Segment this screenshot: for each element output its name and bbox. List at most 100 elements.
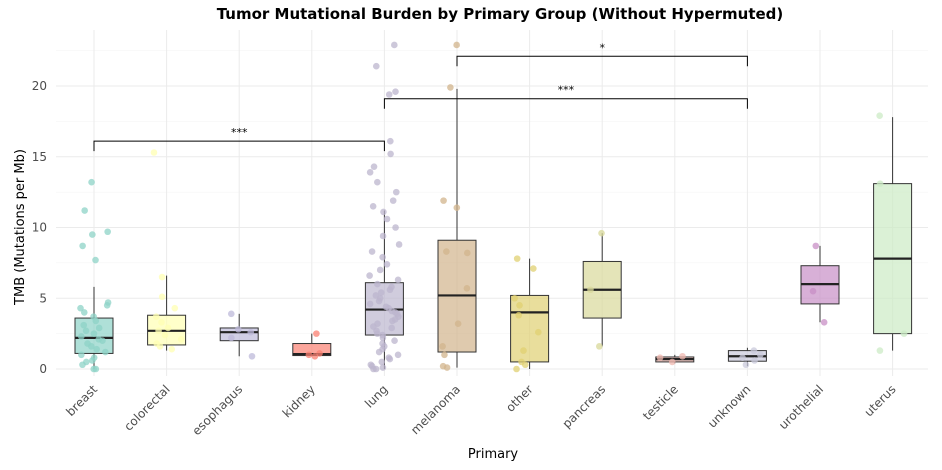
x-axis-ticks: breast colorectal esophagus kidney lung melan… — [63, 382, 898, 438]
point-breast — [92, 365, 100, 373]
point-breast — [104, 299, 112, 306]
point-breast — [80, 309, 88, 316]
grid-lines — [56, 30, 928, 376]
point-colorectal — [153, 340, 161, 347]
point-melanoma — [443, 248, 450, 255]
point-uterus — [876, 180, 884, 187]
y-tick-label: 0 — [39, 362, 47, 376]
point-unknown — [751, 357, 758, 364]
x-tick-label-breast: breast — [63, 382, 100, 419]
point-lung — [378, 358, 386, 366]
point-lung — [366, 169, 374, 176]
point-other — [513, 255, 521, 262]
points-layer — [77, 41, 908, 373]
point-esophagus — [235, 326, 242, 333]
boxes-layer — [74, 88, 913, 369]
point-pancreas — [587, 286, 594, 294]
point-unknown — [750, 347, 758, 354]
point-kidney — [305, 351, 313, 359]
point-urothelial — [820, 319, 828, 326]
point-other — [515, 311, 522, 319]
point-melanoma — [439, 362, 447, 370]
point-lung — [374, 280, 381, 288]
point-lung — [379, 232, 387, 240]
point-breast — [83, 358, 90, 366]
point-lung — [392, 88, 399, 95]
point-lung — [368, 248, 376, 255]
point-melanoma — [453, 41, 460, 49]
point-esophagus — [228, 334, 235, 342]
y-tick-label: 15 — [32, 150, 47, 164]
point-breast — [77, 304, 84, 312]
point-breast — [92, 256, 99, 264]
point-colorectal — [177, 335, 185, 343]
point-colorectal — [158, 293, 166, 301]
point-lung — [369, 202, 377, 210]
point-colorectal — [150, 149, 158, 156]
point-melanoma — [454, 320, 462, 328]
point-melanoma — [453, 204, 461, 211]
point-urothelial — [809, 287, 817, 295]
point-kidney — [313, 330, 320, 337]
point-melanoma — [441, 351, 448, 359]
point-lung — [392, 188, 400, 196]
point-lung — [379, 364, 387, 371]
point-lung — [379, 340, 386, 347]
point-breast — [78, 351, 85, 359]
point-pancreas — [596, 343, 603, 350]
point-lung — [383, 215, 391, 223]
significance-label-2: *** — [558, 84, 575, 97]
point-breast — [95, 324, 103, 332]
point-lung — [366, 272, 373, 279]
point-breast — [81, 207, 88, 214]
x-tick-label-urothelial: urothelial — [776, 382, 826, 432]
significance-bracket-3 — [456, 55, 748, 67]
x-tick-label-colorectal: colorectal — [121, 382, 172, 433]
point-other — [530, 265, 537, 272]
significance-bracket-1 — [93, 140, 385, 152]
point-pancreas — [598, 229, 605, 237]
y-tick-label: 10 — [32, 221, 47, 235]
point-lung — [391, 41, 398, 49]
point-lung — [374, 320, 381, 328]
x-tick-label-unknown: unknown — [705, 382, 753, 430]
point-melanoma — [447, 84, 454, 91]
point-urothelial — [812, 242, 820, 250]
point-esophagus — [247, 328, 255, 336]
point-breast — [102, 348, 109, 356]
point-colorectal — [155, 327, 162, 335]
point-colorectal — [158, 273, 166, 281]
point-breast — [95, 335, 103, 343]
point-breast — [80, 321, 88, 329]
point-other — [518, 358, 525, 366]
x-tick-label-other: other — [503, 382, 536, 415]
point-breast — [90, 313, 97, 320]
point-uterus — [876, 112, 883, 120]
y-axis-ticks: 0 5 10 15 20 — [32, 79, 47, 376]
point-esophagus — [248, 352, 256, 360]
point-lung — [367, 361, 375, 369]
point-lung — [395, 241, 403, 248]
point-esophagus — [227, 310, 235, 318]
point-breast — [90, 354, 98, 361]
point-melanoma — [463, 285, 471, 292]
point-testicle — [668, 358, 676, 366]
point-lung — [376, 266, 384, 274]
point-lung — [388, 324, 395, 332]
point-lung — [387, 137, 394, 145]
point-lung — [394, 351, 402, 359]
point-kidney — [316, 350, 323, 357]
point-lung — [385, 354, 393, 361]
y-tick-label: 5 — [39, 291, 47, 305]
point-breast — [77, 333, 85, 340]
point-lung — [370, 163, 378, 170]
point-breast — [82, 327, 90, 335]
point-unknown — [757, 351, 764, 359]
point-lung — [382, 303, 390, 311]
point-colorectal — [164, 324, 172, 332]
x-axis-title: Primary — [468, 447, 519, 462]
point-lung — [392, 224, 399, 231]
x-tick-label-pancreas: pancreas — [560, 382, 609, 431]
